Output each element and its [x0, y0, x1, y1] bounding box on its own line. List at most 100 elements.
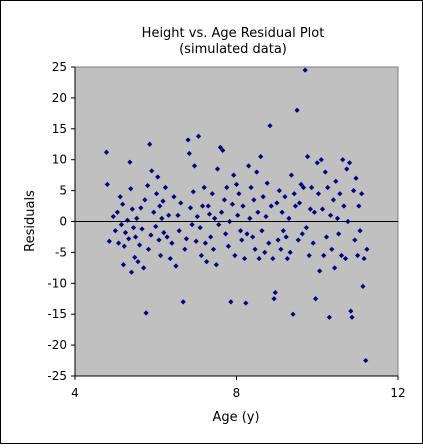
data-point — [130, 225, 137, 231]
data-point — [156, 237, 162, 243]
data-point — [336, 231, 342, 237]
data-point — [180, 299, 186, 305]
data-point — [143, 310, 149, 316]
y-tick-label: 15 — [52, 122, 67, 136]
data-point — [308, 184, 315, 191]
data-point — [344, 166, 350, 172]
data-point — [209, 191, 215, 197]
data-point — [124, 217, 131, 223]
data-point — [186, 150, 192, 157]
data-point — [310, 240, 316, 246]
data-point — [155, 174, 161, 180]
data-point — [271, 296, 277, 302]
data-point — [267, 123, 273, 129]
data-point — [290, 311, 296, 317]
data-point — [286, 215, 292, 222]
data-point — [225, 243, 232, 249]
data-point — [161, 230, 167, 236]
data-point — [353, 175, 359, 181]
data-point — [173, 263, 179, 269]
data-point — [364, 246, 370, 252]
data-point — [356, 203, 362, 209]
data-point — [284, 255, 290, 262]
x-tick-label: 12 — [390, 386, 405, 400]
data-point — [278, 246, 284, 252]
data-point — [227, 218, 233, 225]
data-point — [314, 160, 320, 166]
data-point — [323, 234, 330, 240]
data-point — [248, 184, 254, 191]
data-point — [202, 240, 209, 246]
data-point — [190, 189, 196, 195]
data-point — [194, 213, 200, 220]
data-point — [121, 243, 127, 249]
data-point — [250, 234, 256, 240]
x-axis-label: Age (y) — [212, 410, 259, 425]
data-point — [270, 255, 276, 262]
data-point — [145, 183, 151, 189]
data-point — [268, 203, 274, 209]
chart-title: Height vs. Age Residual Plot — [142, 26, 325, 41]
data-point — [228, 299, 234, 305]
data-point — [128, 186, 134, 192]
data-point — [236, 191, 242, 197]
data-point — [318, 157, 324, 163]
data-point — [241, 255, 248, 262]
data-point — [169, 240, 175, 246]
data-point — [218, 209, 225, 215]
data-point — [299, 231, 305, 237]
data-point — [282, 194, 288, 200]
data-point — [350, 188, 357, 194]
data-point — [272, 289, 278, 296]
data-point — [279, 209, 285, 215]
data-point — [147, 141, 153, 147]
data-point — [137, 242, 143, 248]
data-point — [199, 203, 206, 209]
data-point — [189, 221, 195, 228]
x-tick-label: 4 — [71, 386, 79, 400]
data-point — [182, 246, 188, 252]
data-point — [183, 236, 190, 242]
data-point — [212, 215, 218, 222]
data-point — [134, 215, 140, 222]
data-point — [197, 225, 203, 231]
data-point — [204, 259, 210, 265]
chart-subtitle: (simulated data) — [179, 42, 287, 57]
data-point — [294, 107, 300, 113]
y-axis-ticks: 25 20 15 10 5 0 -5 -10 -15 -20 -25 — [47, 60, 75, 383]
data-point — [104, 181, 110, 188]
data-point — [283, 234, 289, 240]
data-point — [276, 188, 282, 194]
data-point — [256, 255, 262, 262]
data-point — [176, 228, 182, 234]
data-point — [195, 133, 202, 139]
data-point — [103, 149, 110, 155]
data-point — [139, 226, 145, 232]
data-point — [334, 215, 341, 222]
data-point — [352, 237, 358, 243]
y-axis-label: Residuals — [23, 190, 38, 252]
data-point — [254, 169, 260, 175]
data-point — [220, 147, 226, 154]
data-point — [110, 213, 116, 220]
data-point — [259, 228, 265, 234]
data-point — [275, 237, 281, 243]
data-point — [360, 283, 366, 289]
data-point — [216, 221, 222, 228]
data-point — [345, 218, 351, 225]
data-point — [201, 184, 207, 191]
data-point — [274, 200, 280, 206]
data-point — [326, 314, 332, 320]
data-point — [307, 206, 313, 212]
data-point — [337, 191, 343, 197]
y-tick-label: 20 — [52, 91, 67, 105]
data-point — [298, 181, 304, 188]
data-point — [185, 137, 191, 143]
data-point — [237, 228, 244, 234]
data-point — [208, 234, 214, 240]
data-point — [127, 159, 133, 165]
data-point — [106, 238, 112, 244]
data-point — [263, 213, 269, 220]
data-point — [167, 255, 173, 262]
